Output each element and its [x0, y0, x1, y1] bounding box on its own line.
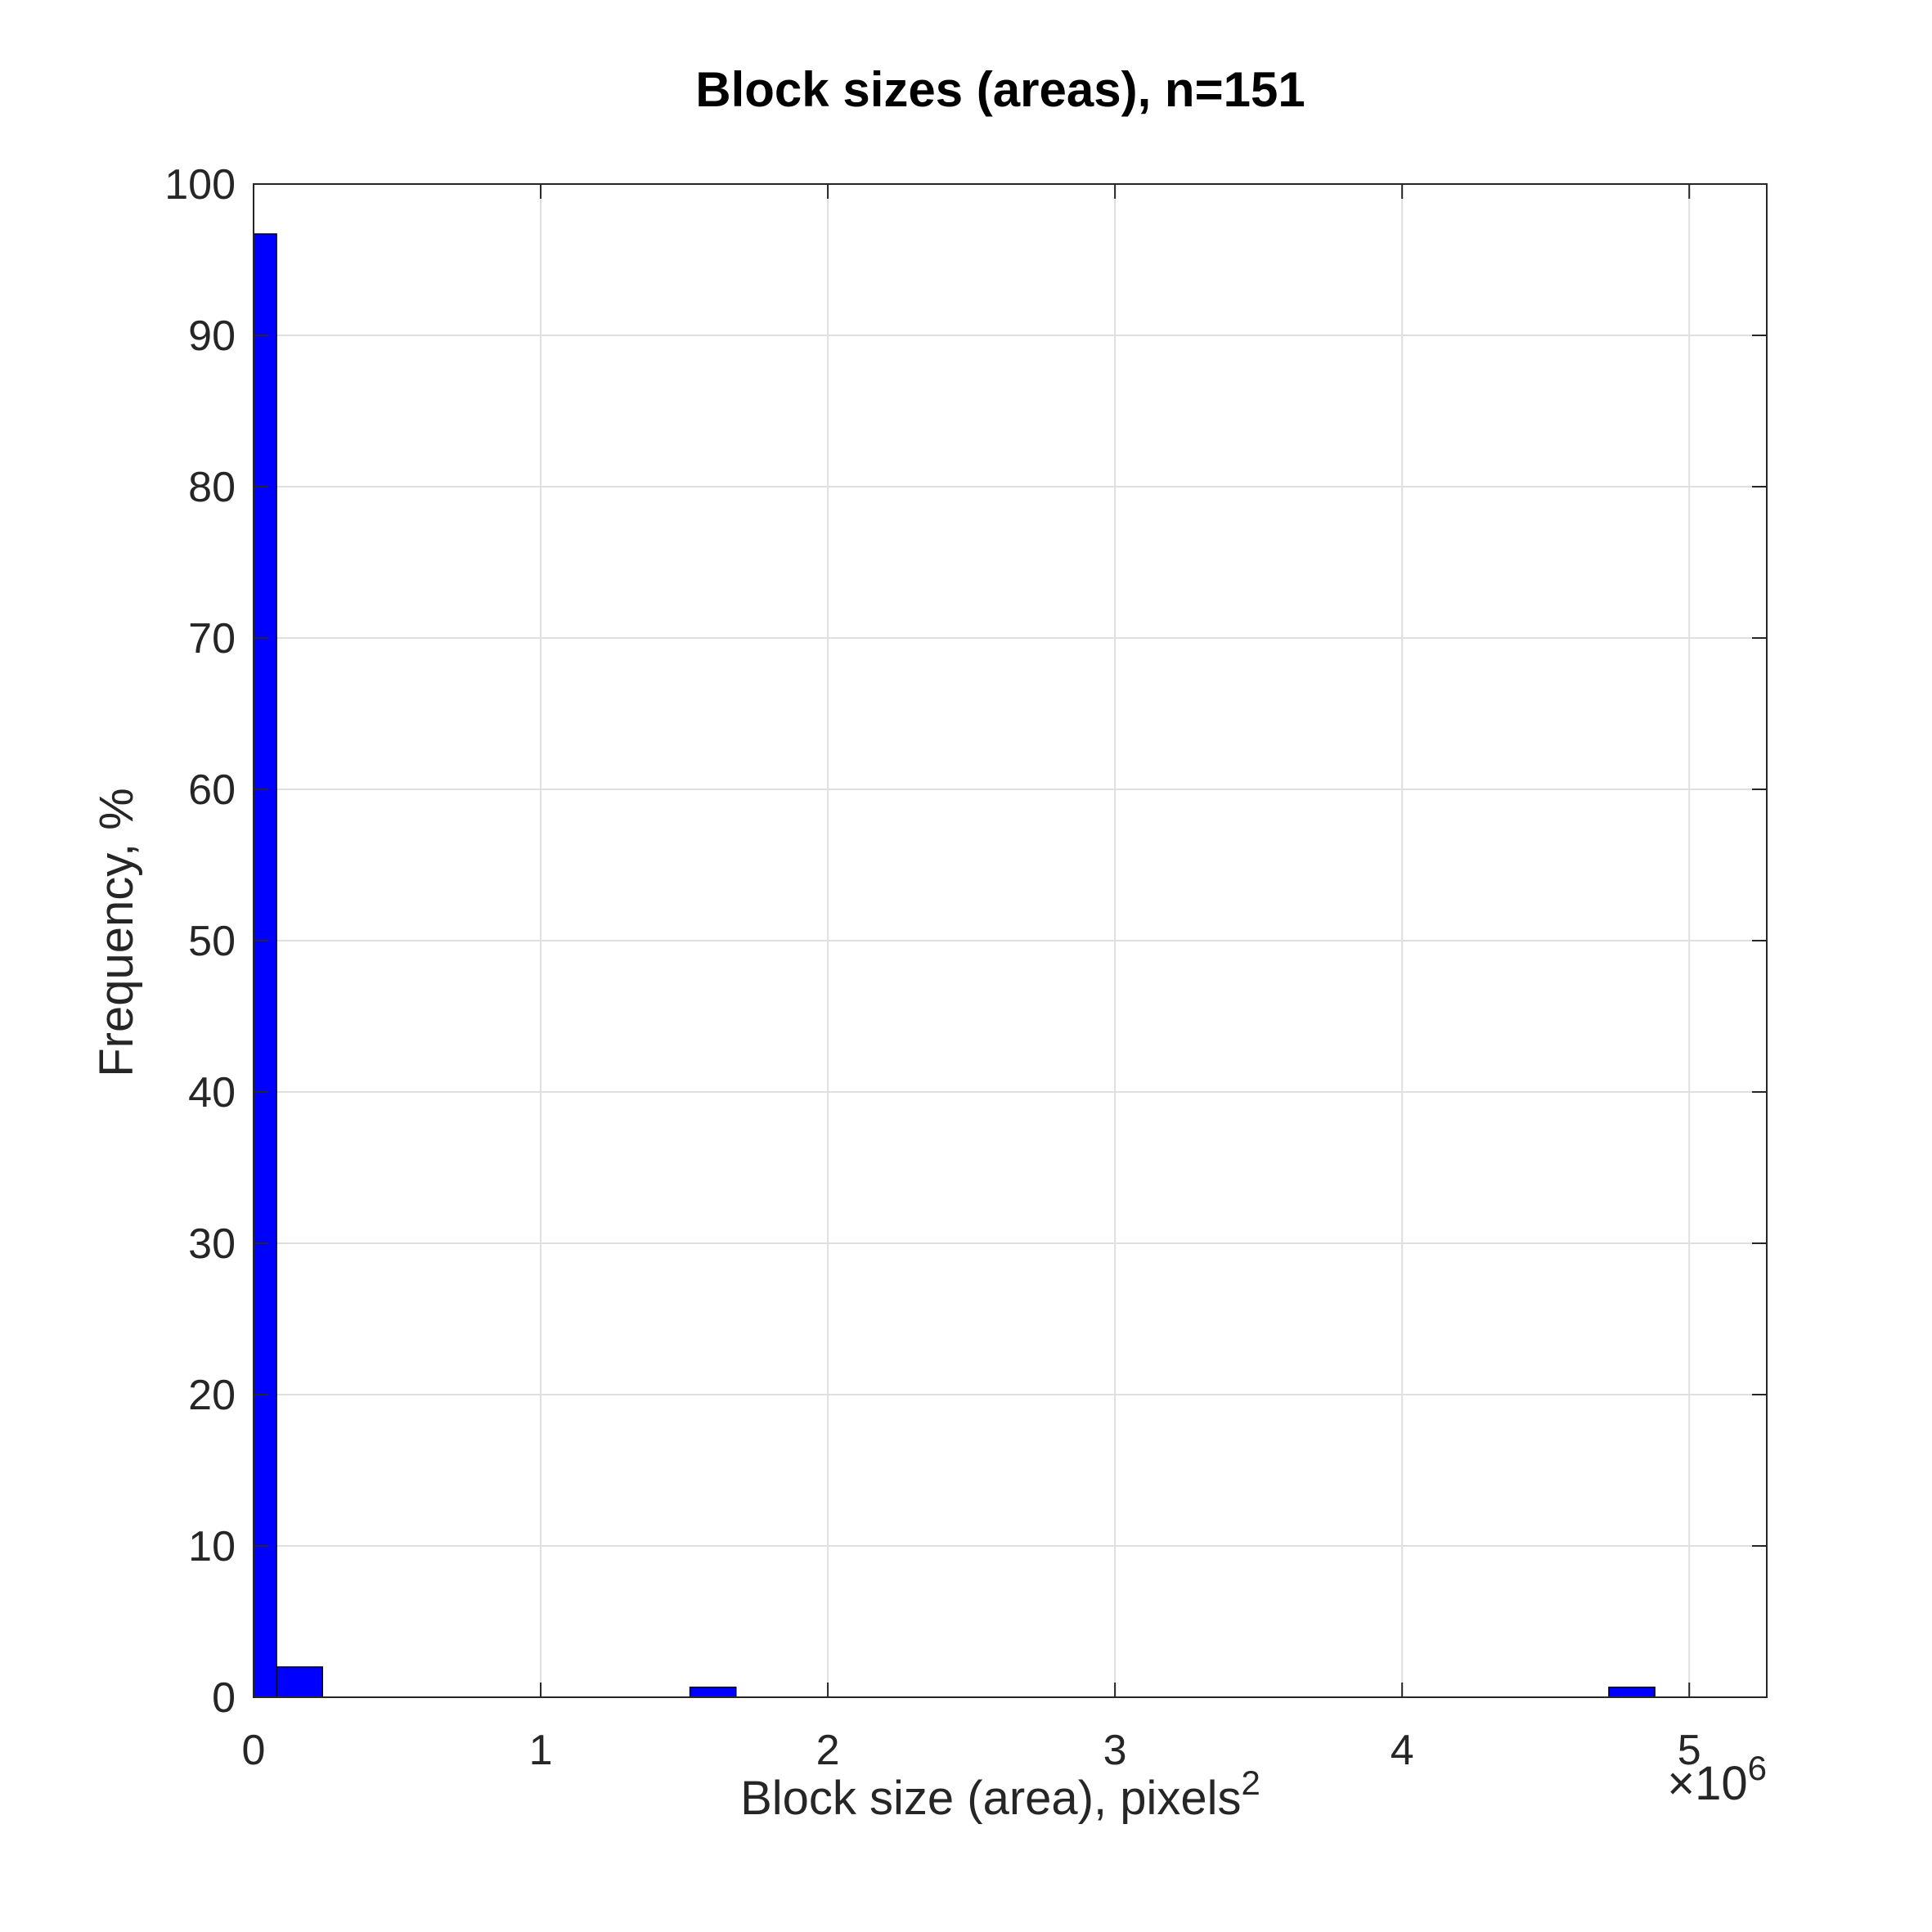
y-tick-label: 10: [188, 1523, 236, 1570]
y-tick-label: 40: [188, 1069, 236, 1117]
y-tick-label: 80: [188, 464, 236, 511]
y-tick-label: 20: [188, 1372, 236, 1419]
x-tick-label: 2: [816, 1727, 840, 1774]
x-exponent-base: ×10: [1667, 1757, 1747, 1810]
y-tick-label: 60: [188, 766, 236, 814]
y-tick-label: 90: [188, 312, 236, 360]
x-exponent-power: 6: [1748, 1749, 1767, 1787]
histogram-bar: [689, 1687, 737, 1698]
plot-area-frame: [253, 183, 1768, 1698]
y-tick-label: 70: [188, 615, 236, 663]
x-axis-label: Block size (area), pixels2: [740, 1764, 1260, 1825]
histogram-bar: [276, 1666, 324, 1698]
x-tick-label: 1: [529, 1727, 553, 1774]
x-exponent-label: ×106: [1667, 1749, 1767, 1810]
x-tick-label: 3: [1103, 1727, 1127, 1774]
histogram-bar: [1608, 1687, 1656, 1698]
chart-title: Block sizes (areas), n=151: [695, 62, 1305, 117]
y-tick-labels: 0 10 20 30 40 50 60 70 80 90 100: [164, 161, 236, 1722]
y-tick-label: 50: [188, 918, 236, 965]
x-tick-label: 5: [1678, 1727, 1701, 1774]
x-tick-label: 0: [242, 1727, 266, 1774]
y-tick-label: 0: [212, 1674, 236, 1722]
y-axis-label: Frequency, %: [90, 788, 143, 1077]
y-tick-label: 30: [188, 1220, 236, 1268]
x-axis-label-superscript: 2: [1242, 1764, 1260, 1802]
x-axis-label-text: Block size (area), pixels: [740, 1772, 1241, 1825]
grid-lines: [254, 184, 1767, 1697]
x-tick-label: 4: [1391, 1727, 1414, 1774]
x-tick-labels: 0 1 2 3 4 5: [242, 1727, 1701, 1774]
y-tick-label: 100: [164, 161, 236, 209]
histogram-bar: [253, 233, 277, 1698]
axes: [253, 183, 1768, 1698]
